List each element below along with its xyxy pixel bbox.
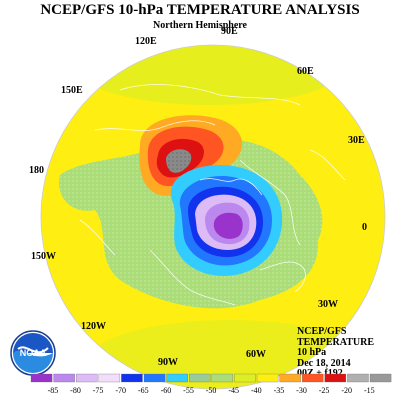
colorbar-label: -30 — [296, 386, 307, 395]
noaa-logo: NOAA — [10, 330, 56, 376]
lon-label-0: 0 — [362, 222, 367, 233]
colorbar-labels: -85 -80 -75 -70 -65 -60 -55 -50 -45 -40 -35 -30 -25 -… — [48, 386, 375, 395]
colorbar-label: -35 — [274, 386, 285, 395]
warm-anomaly-peak-stipple — [166, 149, 192, 173]
colorbar-label: -20 — [341, 386, 352, 395]
colorbar-box — [256, 373, 279, 383]
lon-label-180: 180 — [29, 165, 44, 176]
colorbar-label: -50 — [206, 386, 217, 395]
lon-label-120e: 120E — [135, 36, 157, 47]
lon-label-90e: 90E — [221, 26, 238, 37]
colorbar-box — [166, 373, 188, 383]
colorbar-label: -45 — [228, 386, 239, 395]
lon-label-30w: 30W — [318, 299, 338, 310]
colorbar-boxes — [30, 373, 392, 383]
lon-label-90w: 90W — [158, 357, 178, 368]
colorbar-label: -55 — [183, 386, 194, 395]
lon-label-120w: 120W — [81, 321, 106, 332]
colorbar-box — [30, 373, 53, 383]
colorbar-label: -70 — [115, 386, 126, 395]
colorbar-box — [189, 373, 211, 383]
page-title: NCEP/GFS 10-hPa TEMPERATURE ANALYSIS — [40, 2, 360, 18]
colorbar-box — [98, 373, 121, 383]
colorbar-label: -60 — [161, 386, 172, 395]
colorbar-box — [53, 373, 75, 383]
vortex-core — [213, 212, 243, 239]
product-info: NCEP/GFS TEMPERATURE 10 hPa Dec 18, 2014… — [297, 326, 375, 380]
colorbar-box — [324, 373, 347, 383]
colorbar-box — [369, 373, 392, 383]
lon-label-60w: 60W — [246, 349, 266, 360]
page-subtitle: Northern Hemisphere — [153, 20, 247, 31]
noaa-logo-text: NOAA — [20, 348, 47, 358]
colorbar-box — [121, 373, 143, 383]
colorbar-label: -85 — [48, 386, 59, 395]
lon-label-150w: 150W — [31, 251, 56, 262]
lon-label-60e: 60E — [297, 66, 314, 77]
colorbar-label: -75 — [93, 386, 104, 395]
lon-label-150e: 150E — [61, 85, 83, 96]
colorbar-box — [302, 373, 324, 383]
colorbar-label: -80 — [70, 386, 81, 395]
lon-label-30e: 30E — [348, 135, 365, 146]
colorbar-box — [143, 373, 166, 383]
info-line-variable: TEMPERATURE — [297, 336, 375, 348]
colorbar-label: -15 — [364, 386, 375, 395]
colorbar-label: -40 — [251, 386, 262, 395]
colorbar-label: -65 — [138, 386, 149, 395]
colorbar-box — [76, 373, 98, 383]
colorbar-label: -25 — [319, 386, 330, 395]
colorbar-box — [347, 373, 369, 383]
colorbar-box — [279, 373, 301, 383]
map-boundary — [40, 44, 386, 390]
info-line-model: NCEP/GFS — [297, 326, 347, 337]
info-line-level: 10 hPa — [297, 347, 327, 358]
info-line-date: Dec 18, 2014 — [297, 357, 351, 369]
colorbar-box — [211, 373, 234, 383]
colorbar-box — [234, 373, 256, 383]
coastlines — [79, 84, 346, 306]
info-line-forecast: 00Z + f192 — [297, 368, 343, 379]
